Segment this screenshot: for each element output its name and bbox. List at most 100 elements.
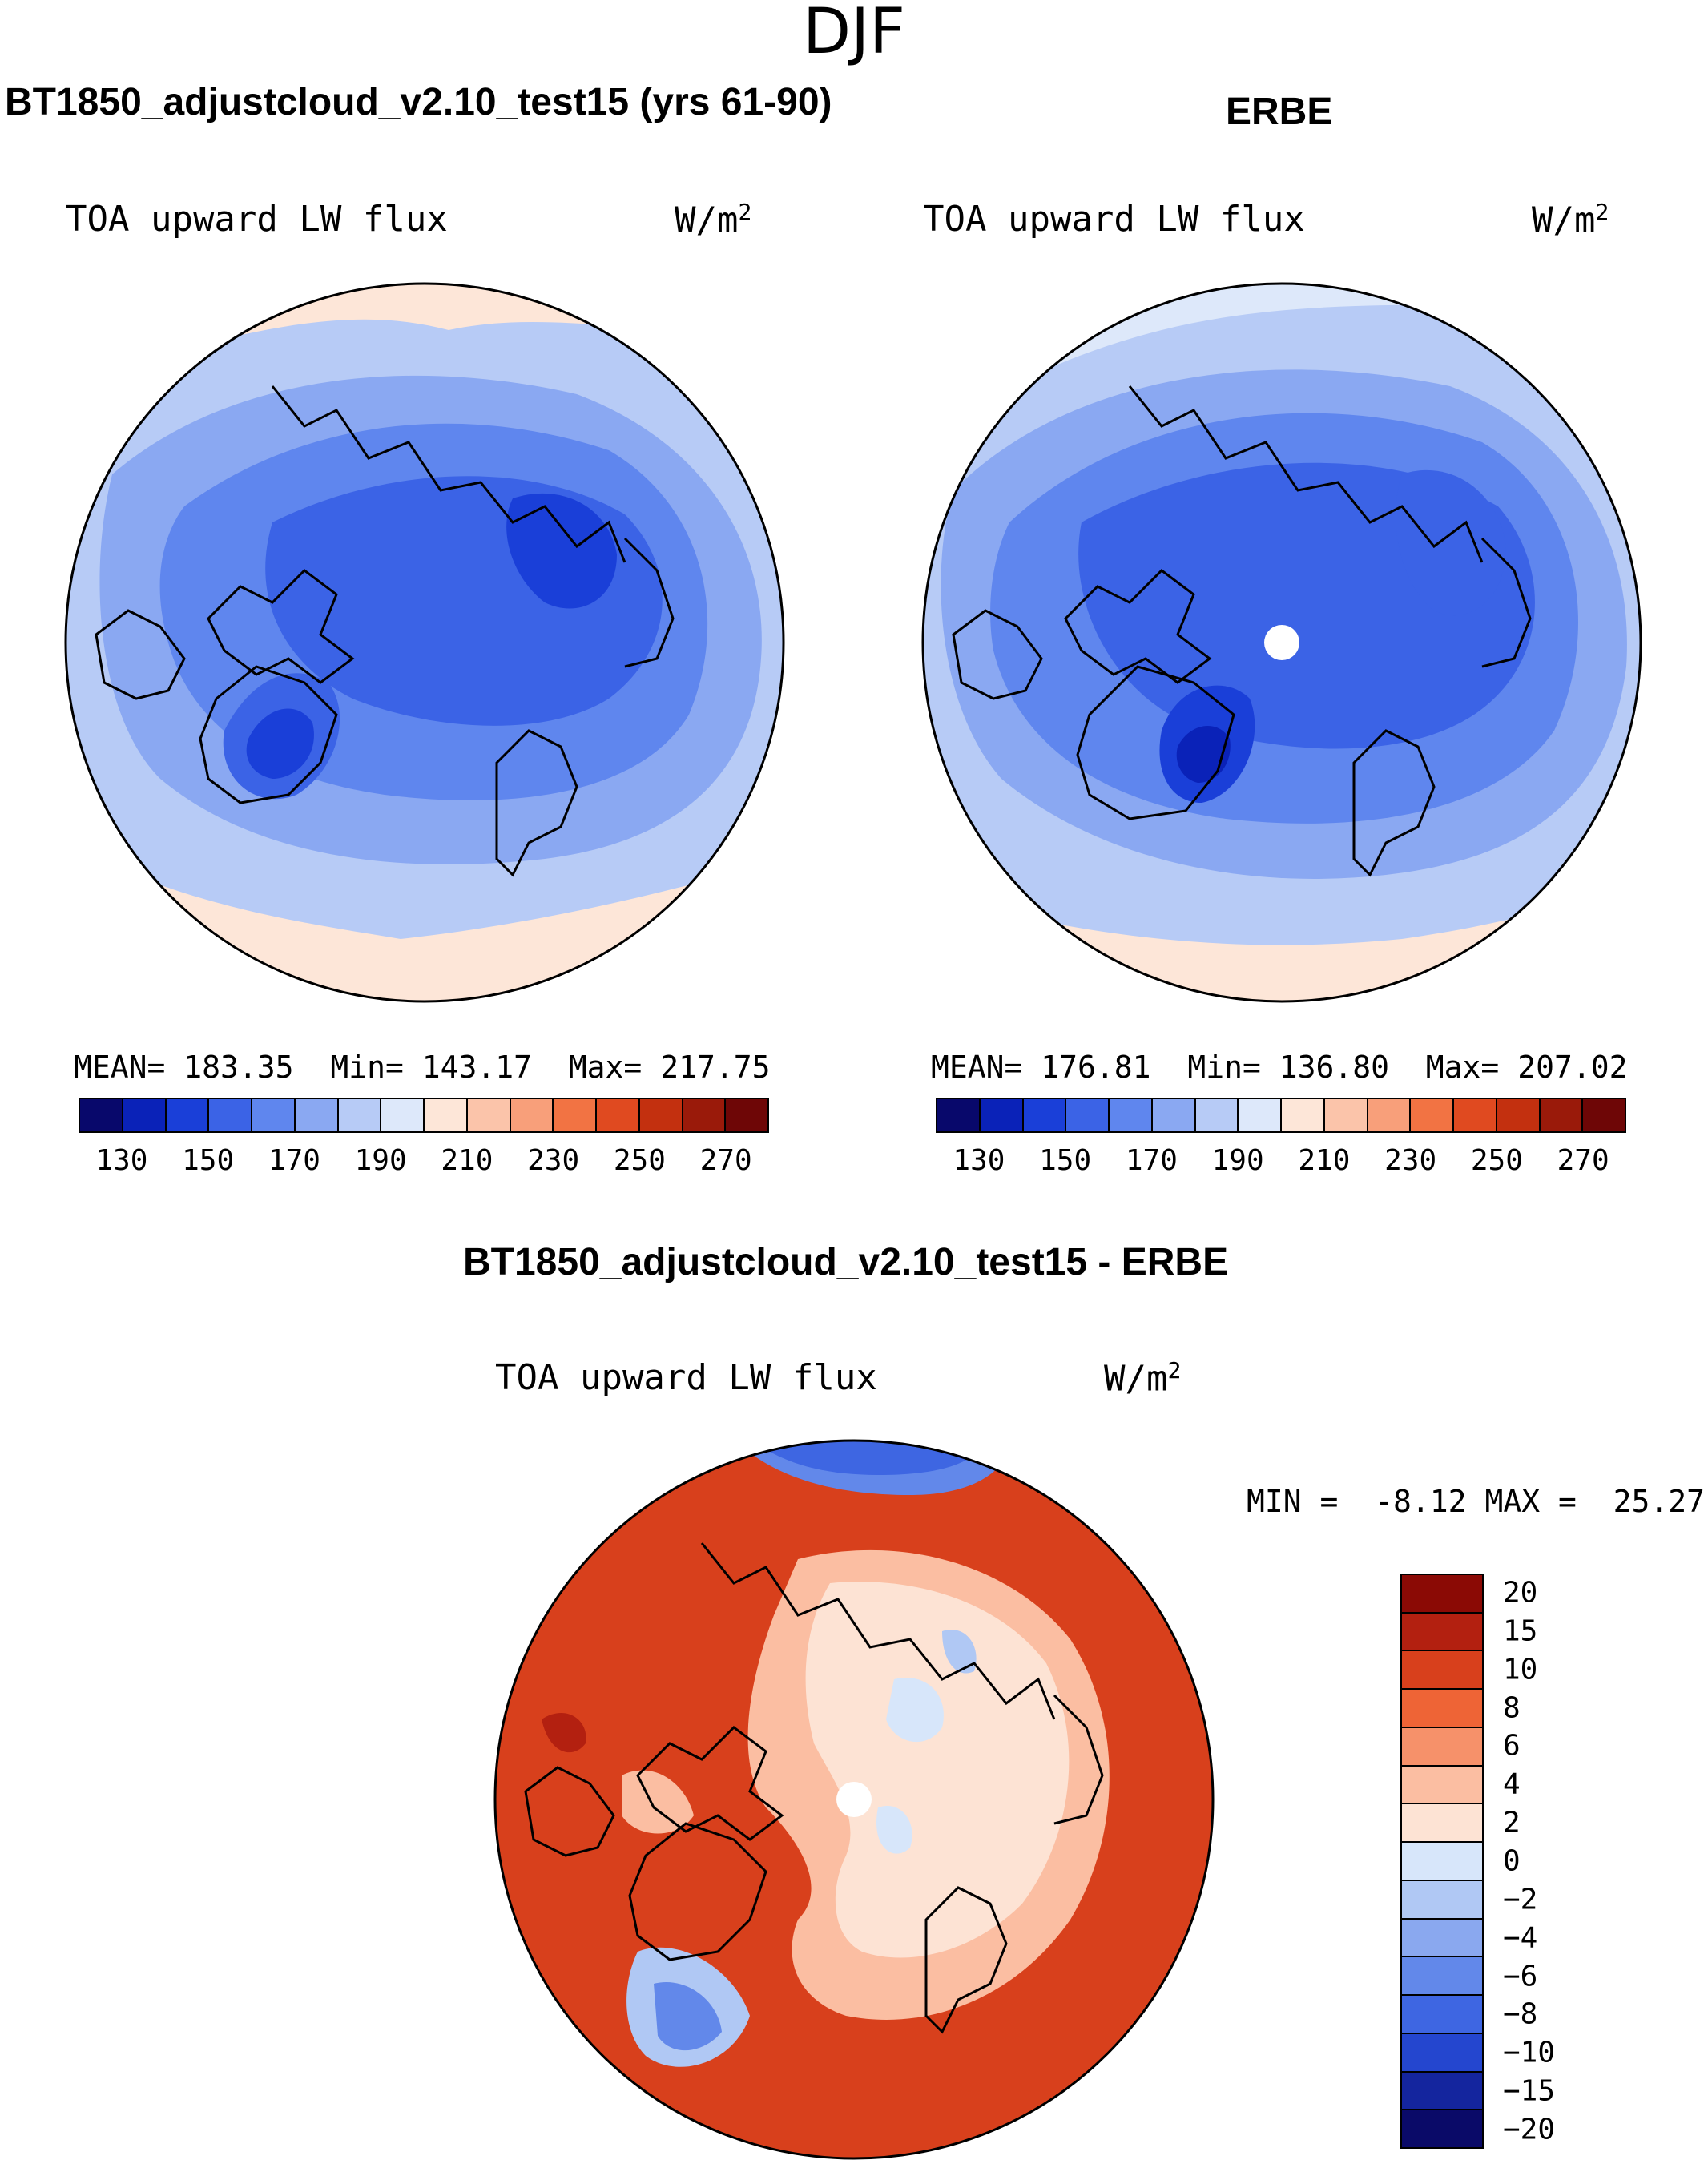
colorbar-tick-label: −20 — [1503, 2113, 1556, 2146]
colorbar-swatch — [166, 1099, 210, 1131]
colorbar-tick-label: 2 — [1503, 1806, 1521, 1840]
panel-2-stats: MEAN= 176.81 Min= 136.80 Max= 207.02 — [931, 1050, 1628, 1085]
field-130-150 — [1176, 725, 1231, 783]
colorbar-swatch — [597, 1099, 640, 1131]
panel-2-polar-map — [921, 282, 1642, 1003]
map-boundary — [64, 282, 785, 1003]
diff-panel-minmax: MIN = -8.12 MAX = 25.27 — [1247, 1484, 1705, 1519]
colorbar-swatch — [1239, 1099, 1282, 1131]
colorbar-swatch — [1368, 1099, 1412, 1131]
colorbar-swatch — [209, 1099, 252, 1131]
colorbar-swatch — [726, 1099, 767, 1131]
colorbar-swatch — [1402, 1919, 1482, 1958]
colorbar-swatch — [338, 1099, 382, 1131]
diff-panel-variable: TOA upward LW flux — [495, 1357, 877, 1398]
colorbar-swatch — [123, 1099, 167, 1131]
map-boundary — [921, 282, 1642, 1003]
colorbar-tick-label: 210 — [441, 1144, 493, 1177]
coastlines — [524, 1542, 1104, 2034]
panel-1-variable: TOA upward LW flux — [66, 199, 448, 240]
field-0-neg2 — [876, 1806, 912, 1854]
field-130-150 — [246, 708, 314, 779]
colorbar-tick-label: −4 — [1503, 1921, 1538, 1955]
colorbar-swatch — [1402, 1880, 1482, 1920]
colorbar-swatch — [425, 1099, 468, 1131]
colorbar-swatch — [510, 1099, 554, 1131]
panel-1-units: W/m2 — [675, 199, 752, 241]
colorbar-swatch — [1023, 1099, 1067, 1131]
colorbar-swatch — [1583, 1099, 1625, 1131]
map-boundary — [493, 1439, 1215, 2160]
colorbar-tick-label: 210 — [1298, 1144, 1351, 1177]
panel-2-colorbar-ticks: 130 150 170 190 210 230 250 270 — [936, 1144, 1626, 1179]
colorbar-tick-label: 270 — [699, 1144, 752, 1177]
colorbar-swatch — [1402, 1766, 1482, 1805]
coastlines — [95, 385, 675, 877]
field-2-4 — [805, 1582, 1070, 1958]
colorbar-swatch — [1152, 1099, 1196, 1131]
colorbar-tick-label: 190 — [354, 1144, 407, 1177]
colorbar-swatch — [1411, 1099, 1454, 1131]
field-4-6 — [622, 1770, 694, 1834]
colorbar-tick-label: 230 — [1384, 1144, 1437, 1177]
panel-2-title: ERBE — [1226, 91, 1333, 133]
pole-missing-data — [1264, 625, 1299, 660]
colorbar-swatch — [1402, 1690, 1482, 1728]
colorbar-swatch — [467, 1099, 511, 1131]
field-0-neg2 — [886, 1678, 944, 1743]
colorbar-swatch — [639, 1099, 683, 1131]
colorbar-swatch — [1402, 1996, 1482, 2034]
field-neg6-neg8 — [654, 1982, 722, 2051]
diff-panel-colorbar — [1400, 1574, 1484, 2149]
panel-1-polar-map — [64, 282, 785, 1003]
colorbar-tick-label: 0 — [1503, 1844, 1521, 1878]
colorbar-tick-label: 8 — [1503, 1691, 1521, 1725]
colorbar-swatch — [554, 1099, 597, 1131]
panel-2-colorbar — [936, 1098, 1626, 1133]
pole-missing-data — [836, 1782, 872, 1817]
field-neg2-neg4 — [942, 1630, 977, 1674]
colorbar-swatch — [980, 1099, 1024, 1131]
colorbar-swatch — [1497, 1099, 1541, 1131]
colorbar-swatch — [1402, 1651, 1482, 1691]
diff-panel-title: BT1850_adjustcloud_v2.10_test15 - ERBE — [463, 1241, 1229, 1284]
colorbar-tick-label: 170 — [1125, 1144, 1178, 1177]
diff-panel-colorbar-ticks: 20 15 10 8 6 4 2 0 −2 −4 −6 −8 −10 −15 −20 — [1503, 1574, 1663, 2149]
panel-1-colorbar-ticks: 130 150 170 190 210 230 250 270 — [79, 1144, 769, 1179]
colorbar-swatch — [1195, 1099, 1239, 1131]
colorbar-tick-label: 130 — [95, 1144, 148, 1177]
colorbar-swatch — [1402, 1804, 1482, 1844]
coastlines — [952, 385, 1532, 877]
colorbar-tick-label: 250 — [613, 1144, 666, 1177]
colorbar-tick-label: 6 — [1503, 1729, 1521, 1763]
field-130-150 — [506, 493, 617, 609]
panel-2-variable: TOA upward LW flux — [923, 199, 1305, 240]
colorbar-swatch — [252, 1099, 296, 1131]
colorbar-tick-label: 230 — [527, 1144, 580, 1177]
colorbar-swatch — [1066, 1099, 1110, 1131]
panel-1-title: BT1850_adjustcloud_v2.10_test15 (yrs 61-… — [5, 81, 832, 123]
panel-2-units: W/m2 — [1532, 199, 1609, 241]
panel-1-colorbar — [79, 1098, 769, 1133]
field-15-20 — [542, 1712, 586, 1753]
season-title: DJF — [803, 0, 905, 68]
colorbar-swatch — [1402, 1613, 1482, 1652]
field-150-170 — [1396, 469, 1506, 616]
colorbar-swatch — [381, 1099, 425, 1131]
colorbar-tick-label: −15 — [1503, 2074, 1556, 2108]
colorbar-swatch — [1402, 2033, 1482, 2073]
colorbar-swatch — [80, 1099, 123, 1131]
panel-1-stats: MEAN= 183.35 Min= 143.17 Max= 217.75 — [74, 1050, 771, 1085]
colorbar-tick-label: 270 — [1557, 1144, 1609, 1177]
colorbar-tick-label: −10 — [1503, 2036, 1556, 2069]
colorbar-tick-label: 150 — [1039, 1144, 1092, 1177]
colorbar-tick-label: 130 — [953, 1144, 1005, 1177]
colorbar-swatch — [1402, 2110, 1482, 2148]
colorbar-swatch — [1540, 1099, 1584, 1131]
colorbar-swatch — [1282, 1099, 1325, 1131]
colorbar-swatch — [683, 1099, 727, 1131]
colorbar-swatch — [1402, 1843, 1482, 1881]
colorbar-swatch — [1402, 1727, 1482, 1767]
colorbar-tick-label: 15 — [1503, 1614, 1538, 1648]
colorbar-tick-label: 250 — [1470, 1144, 1523, 1177]
